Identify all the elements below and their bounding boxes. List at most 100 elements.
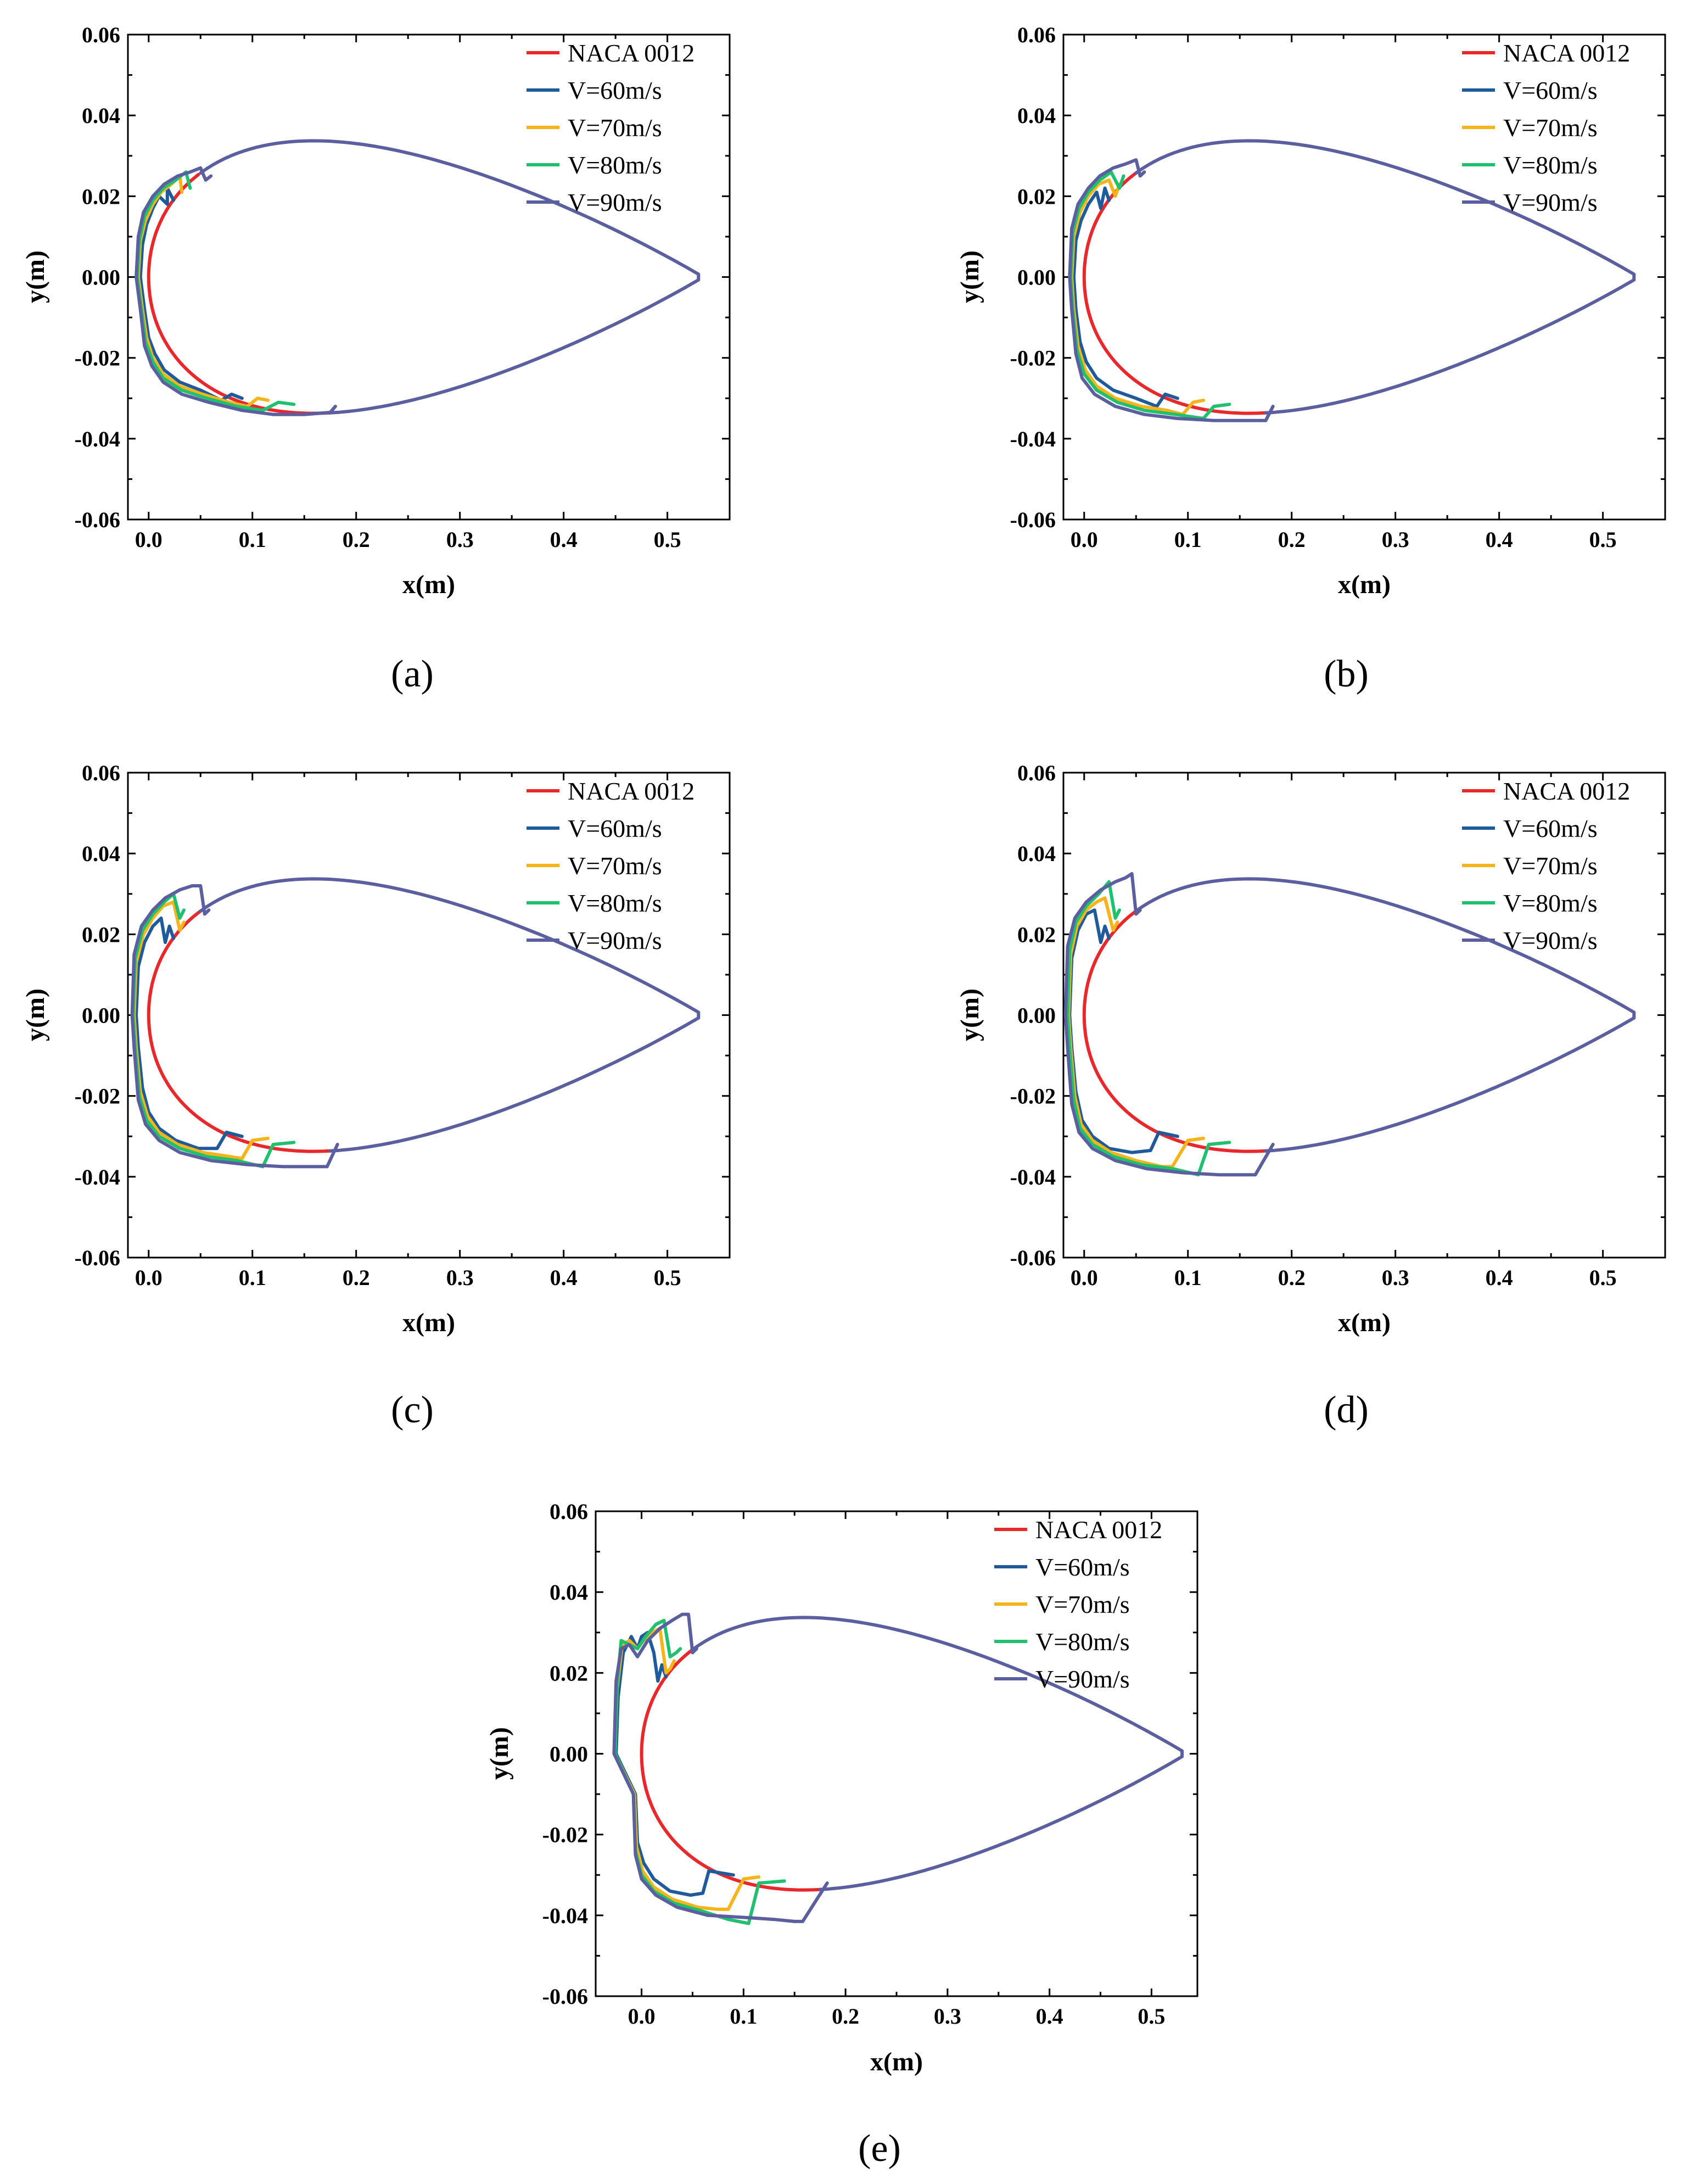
x-tick-label: 0.5	[1138, 2004, 1165, 2029]
x-tick-label: 0.5	[1589, 527, 1617, 552]
legend-label: V=60m/s	[1035, 1553, 1130, 1581]
series-line-naca-0012	[640, 1648, 822, 1892]
y-axis-label: y(m)	[21, 250, 50, 303]
y-tick-label: -0.06	[75, 507, 120, 532]
y-tick-label: 0.04	[82, 103, 120, 128]
y-tick-label: -0.02	[1010, 346, 1056, 371]
series-line-v-70m-s	[613, 1627, 761, 1911]
axis-ticks: 0.0 0.1 0.2 0.3 0.4 0.5 0.06 0.04 0.02 0.00 -0.02 -…	[75, 761, 730, 1290]
legend-label: V=90m/s	[1503, 926, 1598, 954]
legend-label: V=80m/s	[1503, 889, 1598, 917]
panel-c: 0.0 0.1 0.2 0.3 0.4 0.5 0.06 0.04 0.02 0.00 -0.02 -…	[21, 761, 731, 1337]
legend-label: V=90m/s	[568, 188, 662, 216]
y-tick-label: -0.02	[75, 1084, 120, 1109]
y-tick-label: 0.06	[550, 1499, 588, 1524]
legend-label: NACA 0012	[568, 39, 694, 67]
y-tick-label: 0.00	[1017, 265, 1056, 290]
x-tick-label: 0.2	[1278, 527, 1306, 552]
legend-label: NACA 0012	[1503, 777, 1630, 805]
legend-label: V=70m/s	[1035, 1590, 1130, 1618]
legend: NACA 0012 V=60m/s V=70m/s V=80m/s V=90m/s	[1462, 39, 1630, 216]
panel-a: 0.0 0.1 0.2 0.3 0.4 0.5 0.06 0.04 0.02 0.00 -0.02 -…	[21, 23, 731, 599]
x-tick-label: 0.1	[1174, 1265, 1202, 1290]
series-line-naca-0012	[1082, 171, 1268, 415]
axis-ticks: 0.0 0.1 0.2 0.3 0.4 0.5 0.06 0.04 0.02 0.00 -0.02 -…	[1010, 23, 1665, 552]
legend-label: NACA 0012	[1035, 1516, 1162, 1544]
y-tick-label: 0.04	[1017, 841, 1056, 866]
legend-label: V=60m/s	[568, 76, 662, 104]
y-tick-label: -0.04	[1010, 427, 1056, 451]
x-tick-label: 0.3	[1382, 1265, 1409, 1290]
series-layer	[130, 877, 701, 1169]
series-line-v-80m-s	[1066, 880, 1231, 1177]
legend: NACA 0012 V=60m/s V=70m/s V=80m/s V=90m/s	[526, 39, 694, 216]
y-tick-label: 0.00	[1017, 1003, 1056, 1028]
x-axis-label: x(m)	[1338, 570, 1391, 599]
x-tick-label: 0.2	[343, 527, 370, 552]
x-tick-label: 0.0	[135, 1265, 163, 1290]
x-tick-label: 0.0	[135, 527, 163, 552]
legend-label: V=60m/s	[568, 814, 662, 842]
caption-a: (a)	[391, 653, 434, 695]
series-line-v-90m-s	[612, 1612, 829, 1923]
legend-label: V=90m/s	[568, 926, 662, 954]
x-axis-label: x(m)	[402, 1308, 455, 1337]
caption-c: (c)	[391, 1389, 434, 1431]
legend: NACA 0012 V=60m/s V=70m/s V=80m/s V=90m/s	[994, 1516, 1162, 1693]
series-line-naca-0012	[1082, 909, 1268, 1153]
legend-label: NACA 0012	[568, 777, 694, 805]
y-tick-label: -0.02	[75, 346, 120, 371]
y-tick-label: 0.02	[82, 922, 120, 947]
panel-d: 0.0 0.1 0.2 0.3 0.4 0.5 0.06 0.04 0.02 0.00 -0.02 -…	[955, 761, 1666, 1337]
series-line-v-60m-s	[138, 186, 244, 402]
series-line-v-90m-s	[135, 166, 337, 416]
y-tick-label: -0.02	[542, 1823, 588, 1847]
airfoil-body-line	[1134, 139, 1636, 415]
y-tick-label: -0.06	[542, 1984, 588, 2009]
series-line-naca-0012	[147, 172, 332, 415]
y-tick-label: -0.04	[542, 1903, 588, 1928]
x-tick-label: 0.3	[446, 1265, 474, 1290]
x-tick-label: 0.3	[1382, 527, 1409, 552]
axis-ticks: 0.0 0.1 0.2 0.3 0.4 0.5 0.06 0.04 0.02 0.00 -0.02 -…	[75, 23, 730, 552]
x-tick-label: 0.4	[550, 1265, 578, 1290]
panel-b: 0.0 0.1 0.2 0.3 0.4 0.5 0.06 0.04 0.02 0.00 -0.02 -…	[955, 23, 1666, 599]
y-tick-label: -0.06	[1010, 1245, 1056, 1270]
y-axis-label: y(m)	[955, 250, 984, 303]
series-line-v-60m-s	[614, 1630, 735, 1897]
x-tick-label: 0.2	[832, 2004, 859, 2029]
y-tick-label: -0.06	[1010, 507, 1056, 532]
legend-label: V=80m/s	[1035, 1628, 1130, 1656]
plot-frame	[1062, 772, 1666, 1259]
y-tick-label: 0.02	[1017, 184, 1056, 209]
x-tick-label: 0.0	[1071, 527, 1098, 552]
x-tick-label: 0.3	[446, 527, 474, 552]
x-tick-label: 0.1	[239, 1265, 266, 1290]
legend-label: NACA 0012	[1503, 39, 1630, 67]
x-tick-label: 0.4	[1036, 2004, 1063, 2029]
x-tick-label: 0.1	[239, 527, 266, 552]
plot-frame	[127, 33, 731, 521]
legend-label: V=80m/s	[568, 889, 662, 917]
y-tick-label: -0.04	[75, 1165, 120, 1189]
y-tick-label: 0.02	[550, 1661, 588, 1685]
y-axis-label: y(m)	[955, 988, 984, 1041]
legend-label: V=80m/s	[1503, 151, 1598, 179]
x-tick-label: 0.2	[1278, 1265, 1306, 1290]
legend-label: V=60m/s	[1503, 76, 1598, 104]
plot-frame	[1062, 33, 1666, 521]
series-layer	[612, 1612, 1184, 1925]
x-tick-label: 0.0	[1071, 1265, 1098, 1290]
y-tick-label: 0.06	[82, 23, 120, 47]
legend: NACA 0012 V=60m/s V=70m/s V=80m/s V=90m/s	[526, 777, 694, 954]
y-tick-label: -0.04	[1010, 1165, 1056, 1189]
plot-frame	[127, 772, 731, 1259]
legend-label: V=70m/s	[1503, 852, 1598, 880]
x-axis-label: x(m)	[870, 2047, 923, 2076]
legend-label: V=70m/s	[568, 852, 662, 880]
y-tick-label: 0.00	[82, 265, 120, 290]
legend-label: V=80m/s	[568, 151, 662, 179]
y-tick-label: 0.04	[82, 841, 120, 866]
caption-e: (e)	[858, 2127, 901, 2170]
